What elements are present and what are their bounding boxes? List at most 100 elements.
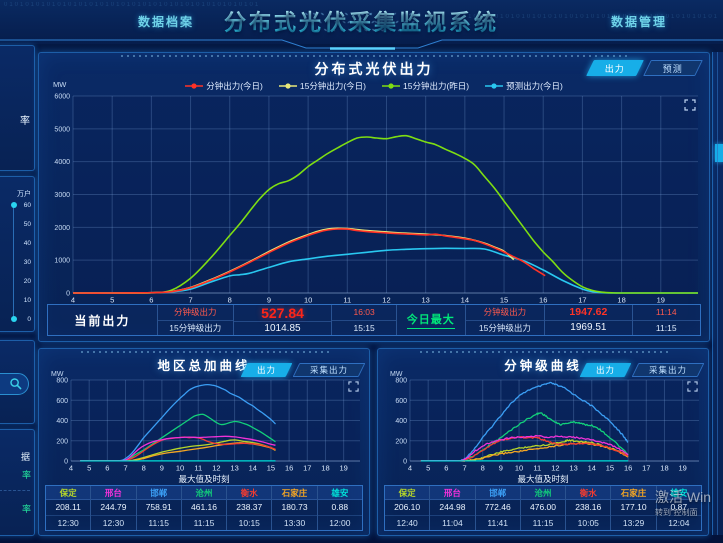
y-axis-unit: MW [53,80,67,89]
binary-pattern-decoration: 0101010101010101010101010101010101010101… [419,14,719,20]
svg-text:7: 7 [188,296,192,305]
city-name: 沧州 [181,486,227,500]
nav-data-management[interactable]: 数据管理 [610,15,667,29]
table-caption: 最大值及时刻 [517,474,569,484]
gauge-tick-label: 50 [23,221,31,228]
city-max-time: 12:00 [329,517,351,528]
svg-text:600: 600 [395,398,407,405]
tab-output[interactable]: 出力 [240,363,293,377]
tab-output[interactable]: 出力 [579,363,632,377]
search-button[interactable] [0,373,29,395]
city-column: 衡水 238.37 10:15 [227,486,273,530]
city-max-value: 244.98 [430,500,475,516]
svg-text:17: 17 [578,296,586,305]
tab-collected-output[interactable]: 采集出力 [631,363,705,377]
city-max-time: 10:15 [238,517,260,528]
gauge-axis [10,202,17,322]
city-name: 邯郸 [475,486,520,500]
svg-text:4000: 4000 [54,159,70,166]
left-panel-rate-text-1: 率 [21,470,31,480]
y-axis-unit: MW [390,371,403,378]
svg-text:19: 19 [339,464,347,473]
svg-text:19: 19 [657,296,665,305]
city-max-time: 12:40 [396,517,418,528]
svg-text:9: 9 [499,464,503,473]
svg-text:5000: 5000 [54,126,70,133]
nav-data-archive[interactable]: 数据档案 [138,13,194,30]
legend-marker-icon [185,83,204,89]
left-panel-fragment-4: 据 率 率 [0,429,35,536]
svg-text:13: 13 [569,464,577,473]
svg-text:12: 12 [551,464,559,473]
svg-text:1000: 1000 [54,258,70,265]
fullscreen-icon[interactable] [684,99,696,111]
legend-item[interactable]: 15分钟出力(今日) [278,80,366,92]
city-column: 邯郸 758.91 11:15 [136,486,182,530]
svg-text:16: 16 [539,296,547,305]
legend-item[interactable]: 15分钟出力(昨日) [382,80,469,92]
svg-text:9: 9 [160,464,164,473]
main-legend: 分钟出力(今日) 15分钟出力(今日) 15分钟出力(昨日) 预测出力(今日) [39,80,709,92]
svg-text:6: 6 [444,464,448,473]
legend-marker-icon [278,83,297,89]
svg-text:400: 400 [56,418,68,425]
city-max-time: 12:30 [102,517,125,528]
city-max-time: 10:05 [577,517,599,528]
pv-output-chart: 0 1000 2000 3000 4000 5000 6000 4 5 6 7 8 9 10 11 12 13 1… [47,93,703,305]
city-column: 保定 208.11 12:30 [46,486,92,530]
tab-output[interactable]: 出力 [586,60,644,76]
city-max-value: 461.16 [181,500,227,516]
svg-text:18: 18 [660,464,668,473]
svg-text:15: 15 [606,464,614,473]
city-column: 邢台 244.98 11:04 [430,486,476,530]
left-panel-fragment-1: 率 [0,45,35,171]
fullscreen-icon[interactable] [348,381,359,392]
svg-text:0: 0 [66,291,70,298]
tab-collected-output[interactable]: 采集出力 [292,363,366,377]
max-minute-value: 1947.62 [545,305,632,321]
today-max-link[interactable]: 今日最大 [406,311,455,329]
svg-text:8: 8 [481,464,485,473]
region-total-chart: 0 200 400 600 800 4 5 6 7 8 9 10 11 12 13 14 15 16 17 18 19 [45,377,365,473]
city-name: 石家庄 [272,486,317,500]
city-max-value: 244.79 [91,500,136,516]
gauge-tick-label: 60 [23,202,31,209]
city-max-time: 11:15 [193,517,215,528]
city-column: 石家庄 180.73 13:30 [272,486,318,530]
svg-text:13: 13 [421,296,429,305]
left-panel-rate-text: 率 [20,116,30,127]
gauge-tick-label: 20 [23,278,31,285]
svg-text:400: 400 [395,418,407,425]
svg-text:13: 13 [230,464,238,473]
panel-title: 分钟级曲线 [504,359,582,373]
svg-text:16: 16 [285,464,293,473]
left-panel-rate-text-2: 率 [21,504,31,514]
svg-text:6: 6 [105,464,109,473]
city-name: 邢台 [91,486,136,500]
left-panel-gauge: 万户 60 50 40 30 20 10 0 [0,176,35,332]
stats-max-values: 1947.62 1969.51 [545,305,633,335]
legend-item[interactable]: 预测出力(今日) [485,80,563,92]
svg-text:19: 19 [678,464,686,473]
tab-forecast[interactable]: 预测 [643,60,703,76]
left-panel-search [0,340,35,424]
city-column: 雄安 0.88 12:00 [317,486,362,530]
max-15min-value: 1969.51 [570,322,607,334]
city-name: 衡水 [227,486,272,500]
city-column: 石家庄 177.10 13:29 [611,486,657,530]
gauge-tick-label: 30 [23,259,31,266]
panel-pv-output: 分布式光伏出力 出力 预测 分钟出力(今日) 15分钟出力(今日) 15分钟出力(昨… [38,52,710,342]
city-max-time: 11:15 [532,517,554,528]
svg-text:14: 14 [588,464,596,473]
svg-text:12: 12 [382,296,390,305]
svg-text:10: 10 [176,464,184,473]
city-name: 保定 [46,486,91,500]
svg-text:600: 600 [56,398,68,405]
fullscreen-icon[interactable] [687,381,698,392]
svg-text:18: 18 [321,464,329,473]
legend-item[interactable]: 分钟出力(今日) [185,80,263,92]
svg-text:6: 6 [149,296,153,305]
panel-title: 分布式光伏出力 [314,61,434,77]
gauge-tick-label: 10 [23,297,31,304]
binary-pattern-decoration: 0101010101010101010101010101010101010101… [4,2,364,8]
